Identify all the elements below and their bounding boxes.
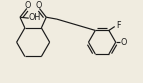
Text: O: O [121, 38, 127, 47]
Text: F: F [116, 21, 120, 30]
Text: OH: OH [28, 13, 41, 22]
Text: O: O [25, 1, 31, 10]
Text: O: O [36, 1, 42, 10]
